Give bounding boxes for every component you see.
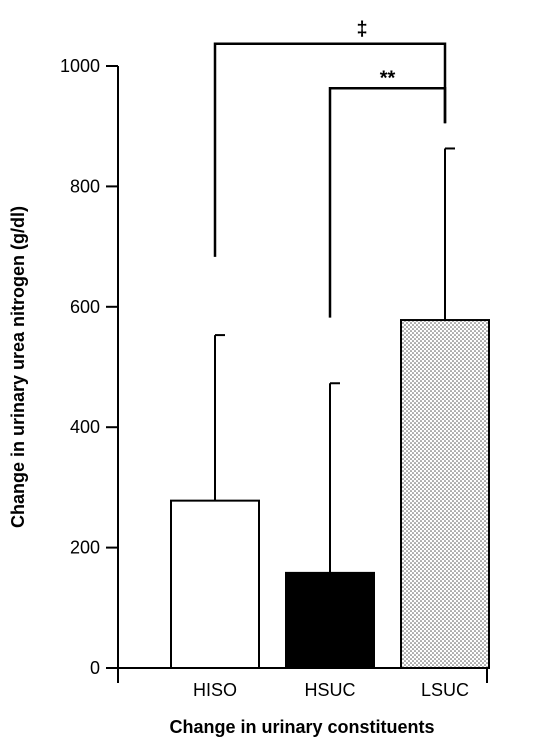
- y-tick-label: 400: [70, 417, 100, 437]
- y-tick-label: 800: [70, 176, 100, 196]
- bar-lsuc: [400, 319, 490, 669]
- bar-hiso: [170, 499, 260, 670]
- significance-bracket: [213, 42, 447, 257]
- x-category-label: HSUC: [304, 680, 355, 700]
- x-category-label: HISO: [193, 680, 237, 700]
- x-axis-title: Change in urinary constituents: [169, 717, 434, 737]
- y-axis-title: Change in urinary urea nitrogen (g/dl): [8, 206, 28, 528]
- y-tick-label: 0: [90, 658, 100, 678]
- y-tick-label: 1000: [60, 56, 100, 76]
- x-category-label: LSUC: [421, 680, 469, 700]
- bar-hsuc: [285, 571, 375, 669]
- significance-label: ‡: [356, 19, 367, 41]
- significance-bracket: [328, 87, 447, 318]
- y-tick-label: 200: [70, 538, 100, 558]
- significance-label: **: [380, 67, 396, 89]
- y-tick-label: 600: [70, 297, 100, 317]
